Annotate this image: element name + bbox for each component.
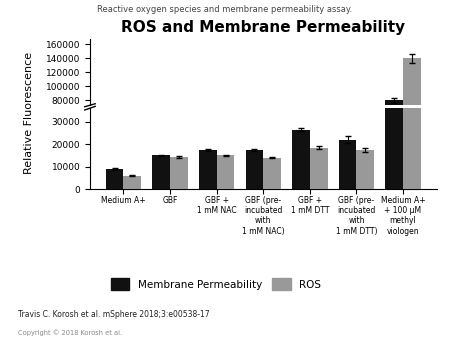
Bar <box>385 9 403 189</box>
Bar <box>216 155 234 189</box>
Bar <box>263 146 281 156</box>
Bar <box>153 155 170 189</box>
Bar <box>106 169 123 189</box>
Bar <box>263 158 281 189</box>
Bar <box>199 144 216 156</box>
Bar <box>123 176 141 189</box>
Bar <box>403 0 421 189</box>
Bar <box>292 138 310 156</box>
Text: Reactive oxygen species and membrane permeability assay.: Reactive oxygen species and membrane per… <box>97 5 353 14</box>
Legend: Membrane Permeability, ROS: Membrane Permeability, ROS <box>106 274 326 294</box>
Title: ROS and Membrane Permeability: ROS and Membrane Permeability <box>121 20 405 35</box>
Bar <box>310 148 328 189</box>
Bar <box>170 156 188 189</box>
Bar <box>106 150 123 156</box>
Bar <box>310 143 328 156</box>
Bar <box>339 140 356 189</box>
Bar <box>292 129 310 189</box>
Bar <box>216 146 234 156</box>
Bar <box>356 144 374 156</box>
Bar <box>385 100 403 156</box>
Bar <box>153 146 170 156</box>
Bar <box>403 58 421 156</box>
Text: Travis C. Korosh et al. mSphere 2018;3:e00538-17: Travis C. Korosh et al. mSphere 2018;3:e… <box>18 310 210 319</box>
Bar <box>246 150 263 189</box>
Bar <box>339 141 356 156</box>
Bar <box>246 144 263 156</box>
Text: Copyright © 2018 Korosh et al.: Copyright © 2018 Korosh et al. <box>18 330 122 336</box>
Bar <box>356 150 374 189</box>
Bar <box>199 150 216 189</box>
Bar <box>170 146 188 156</box>
Text: Relative Fluorescence: Relative Fluorescence <box>24 52 34 174</box>
Bar <box>123 152 141 156</box>
